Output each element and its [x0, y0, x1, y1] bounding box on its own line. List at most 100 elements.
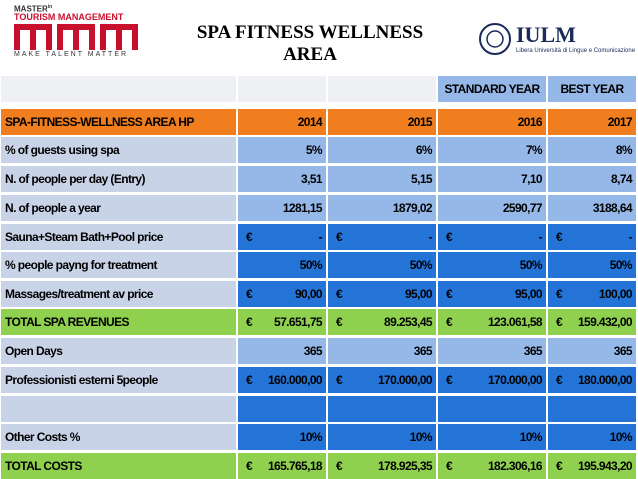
- value-cell: [327, 395, 437, 423]
- value-cell: €195.943,20: [547, 452, 637, 479]
- amount: 195.943,20: [577, 459, 633, 473]
- amount: 178.925,35: [377, 459, 433, 473]
- left-logo: MASTERin TOURISM MANAGEMENT Make Talent …: [14, 4, 144, 68]
- amount: -: [628, 230, 633, 244]
- amount: 57.651,75: [274, 315, 323, 329]
- amount: 165.765,18: [267, 459, 323, 473]
- currency: €: [336, 459, 343, 473]
- header-cell: [0, 75, 237, 103]
- value-cell: €95,00: [327, 280, 437, 308]
- value-cell: €182.306,16: [437, 452, 547, 479]
- value-cell: 5%: [237, 136, 327, 164]
- amount: 160.000,00: [267, 373, 323, 387]
- value-cell: €100,00: [547, 280, 637, 308]
- title-line: SPA FITNESS WELLNESS: [196, 22, 424, 43]
- value-cell: 50%: [547, 251, 637, 279]
- header-cell: [237, 75, 327, 103]
- header-cell: STANDARD YEAR: [437, 75, 547, 103]
- value-cell: €170.000,00: [437, 366, 547, 394]
- currency: €: [446, 287, 453, 301]
- value-cell: 10%: [547, 423, 637, 451]
- amount: -: [428, 230, 433, 244]
- value-cell: €90,00: [237, 280, 327, 308]
- value-cell: 50%: [437, 251, 547, 279]
- amount: 95,00: [404, 287, 433, 301]
- logo-bars: [14, 23, 138, 50]
- value-cell: 2590,77: [437, 194, 547, 222]
- logo-tagline: Make Talent Matter: [14, 50, 129, 58]
- value-cell: €159.432,00: [547, 308, 637, 336]
- currency: €: [336, 315, 343, 329]
- value-cell: [437, 395, 547, 423]
- value-cell: 1281,15: [237, 194, 327, 222]
- amount: 170.000,00: [487, 373, 543, 387]
- logo-master: MASTER: [14, 4, 48, 14]
- currency: €: [556, 373, 563, 387]
- value-cell: 3,51: [237, 165, 327, 193]
- value-cell: 365: [327, 337, 437, 365]
- amount: 182.306,16: [487, 459, 543, 473]
- value-cell: 50%: [237, 251, 327, 279]
- value-cell: €57.651,75: [237, 308, 327, 336]
- amount: 90,00: [294, 287, 323, 301]
- currency: €: [556, 459, 563, 473]
- logo-subtitle: Libera Università di Lingue e Comunicazi…: [516, 48, 636, 54]
- value-cell: 7,10: [437, 165, 547, 193]
- row-label: % of guests using spa: [0, 136, 237, 164]
- currency: €: [446, 315, 453, 329]
- row-label: Open Days: [0, 337, 237, 365]
- value-cell: €170.000,00: [327, 366, 437, 394]
- value-cell: €160.000,00: [237, 366, 327, 394]
- row-label: [0, 395, 237, 423]
- value-cell: € -: [437, 223, 547, 251]
- value-cell: 365: [237, 337, 327, 365]
- value-cell: [237, 395, 327, 423]
- value-cell: 2016: [437, 108, 547, 136]
- row-label: SPA-FITNESS-WELLNESS AREA HP: [0, 108, 237, 136]
- value-cell: €89.253,45: [327, 308, 437, 336]
- amount: 95,00: [514, 287, 543, 301]
- amount: 100,00: [598, 287, 633, 301]
- row-label: N. of people per day (Entry): [0, 165, 237, 193]
- value-cell: €165.765,18: [237, 452, 327, 479]
- logo-sup: in: [47, 4, 53, 10]
- value-cell: 3188,64: [547, 194, 637, 222]
- currency: €: [446, 230, 453, 244]
- logo-mark: [14, 23, 138, 50]
- logo-line2: TOURISM MANAGEMENT: [14, 11, 124, 22]
- value-cell: 10%: [437, 423, 547, 451]
- amount: 180.000,00: [577, 373, 633, 387]
- amount: -: [538, 230, 543, 244]
- currency: €: [246, 315, 253, 329]
- amount: 170.000,00: [377, 373, 433, 387]
- value-cell: 50%: [327, 251, 437, 279]
- value-cell: 8,74: [547, 165, 637, 193]
- currency: €: [446, 459, 453, 473]
- currency: €: [556, 315, 563, 329]
- value-cell: €95,00: [437, 280, 547, 308]
- row-label: N. of people a year: [0, 194, 237, 222]
- value-cell: 10%: [327, 423, 437, 451]
- row-label: TOTAL SPA REVENUES: [0, 308, 237, 336]
- value-cell: 1879,02: [327, 194, 437, 222]
- amount: 159.432,00: [577, 315, 633, 329]
- amount: 123.061,58: [487, 315, 543, 329]
- value-cell: 2015: [327, 108, 437, 136]
- amount: 89.253,45: [384, 315, 433, 329]
- value-cell: 365: [437, 337, 547, 365]
- row-label: % people payng for treatment: [0, 251, 237, 279]
- value-cell: 365: [547, 337, 637, 365]
- currency: €: [246, 287, 253, 301]
- logo-name: IULM: [516, 22, 576, 47]
- value-cell: 2017: [547, 108, 637, 136]
- currency: €: [246, 459, 253, 473]
- value-cell: 8%: [547, 136, 637, 164]
- currency: €: [556, 287, 563, 301]
- value-cell: € -: [547, 223, 637, 251]
- right-logo: IULM Libera Università di Lingue e Comun…: [478, 22, 635, 62]
- row-label: TOTAL COSTS: [0, 452, 237, 479]
- value-cell: 2014: [237, 108, 327, 136]
- value-cell: 10%: [237, 423, 327, 451]
- row-label: Other Costs %: [0, 423, 237, 451]
